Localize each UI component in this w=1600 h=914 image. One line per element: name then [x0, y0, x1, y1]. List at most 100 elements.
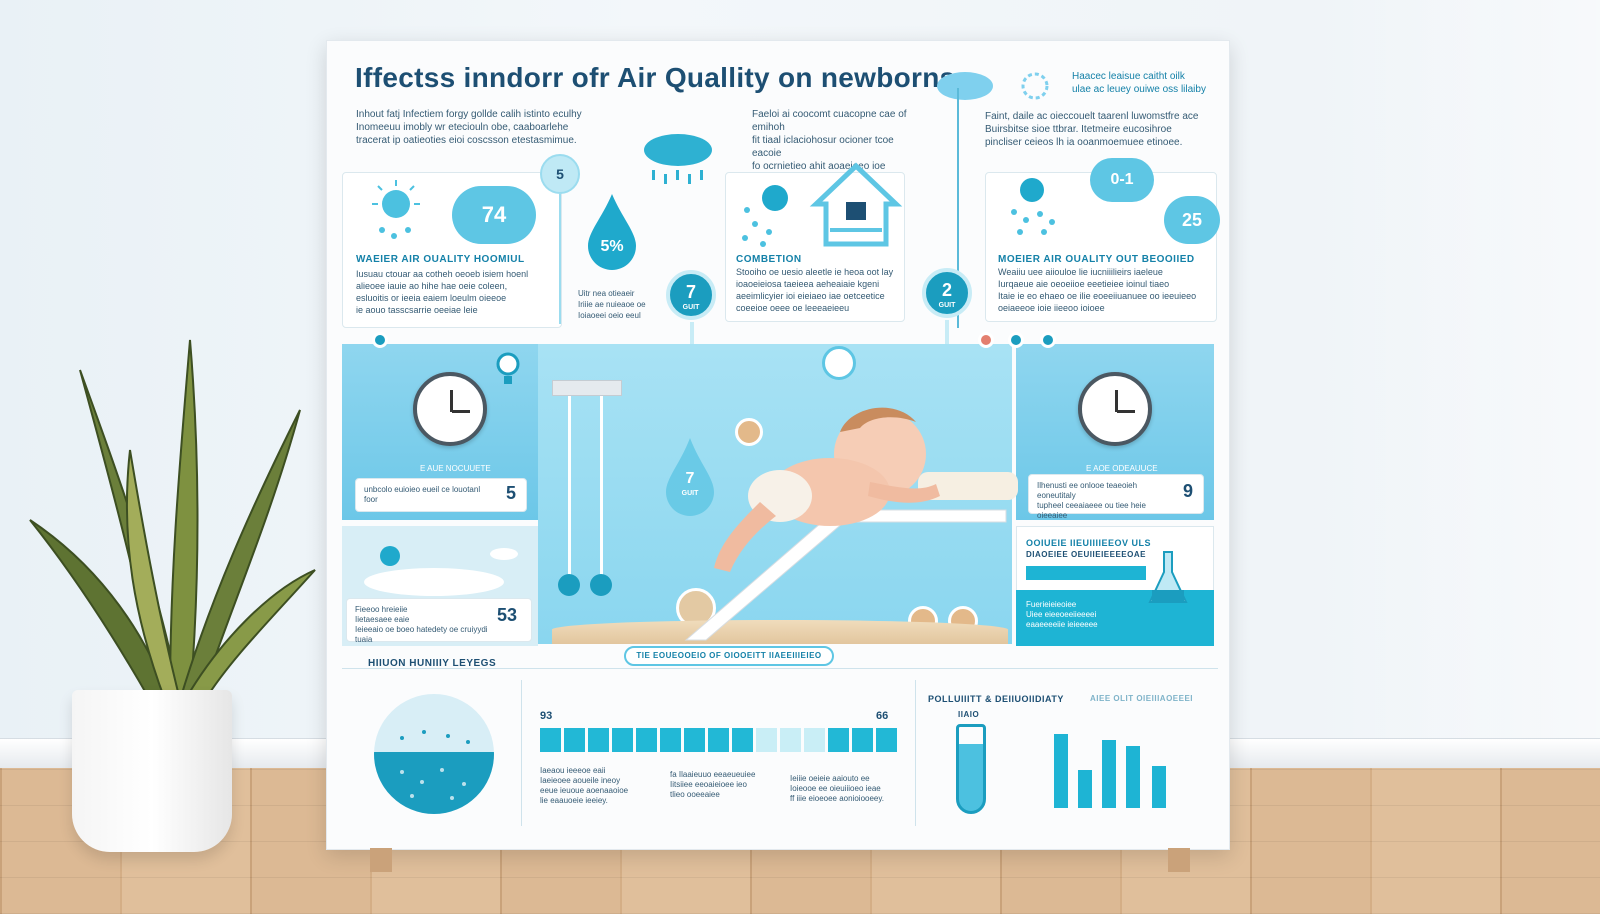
badge-cloud: 74 — [452, 186, 536, 244]
stem-bubble: 5 — [540, 154, 580, 194]
line: lie eaauoeie ieeiey. — [540, 796, 608, 805]
top-right-note: Haacec leaisue caitht oilk ulae ac leuey… — [1072, 70, 1232, 96]
right-lower-lines: Fuerieieieoiee Uiee eieeoeeiieeeei eaaeeee… — [1026, 600, 1156, 630]
line: eeue ieuoue aoenaaoioe — [540, 786, 629, 795]
dot-marker — [1040, 332, 1056, 348]
pipe — [568, 396, 571, 576]
line: Iurqaeue aie oeoeiioe eeetieiee ioinul t… — [998, 279, 1170, 289]
value-box-number: 9 — [1182, 481, 1193, 501]
line: Ieieeaio oe boeo hatedety oe cruiyydi tu… — [355, 625, 488, 644]
line: Uitr nea otieaeir — [578, 289, 635, 298]
left-lines: Iusuau ctouar aa cotheh oeoeb isiem hoen… — [356, 268, 556, 316]
bar-segment — [804, 728, 825, 752]
line: alieoee iauie ao hihe hae oeie coleen, — [356, 281, 508, 291]
line: Ilhenusti ee onlooe teaeoieh eoneutitaly — [1037, 481, 1138, 500]
right-lower-bar — [1026, 566, 1146, 580]
plant-pot — [72, 690, 232, 852]
intro-right: Faint, daile ac oieccouelt taarenl luwom… — [985, 110, 1215, 149]
note-line: ulae ac leuey ouiwe oss lilaiby — [1072, 84, 1206, 95]
line: Fuerieieieoiee — [1026, 600, 1077, 609]
bar-segment — [756, 728, 777, 752]
clock-icon — [413, 372, 487, 446]
right-lower-heading: OOIUEIE IIEUIIIIEEOV ULS — [1026, 538, 1152, 548]
line: Iaeieoee aoueile ineoy — [540, 776, 621, 785]
flask-icon — [1148, 551, 1188, 603]
sun-rain-icon-right — [1011, 178, 1055, 235]
drop-mid-unit: GUIT — [681, 490, 699, 497]
clock-label: E AOE ODEAUUCE — [1086, 464, 1158, 473]
bar-segment — [684, 728, 705, 752]
bar-segment — [852, 728, 873, 752]
humidity-bar-row — [540, 728, 902, 754]
pipe-header — [552, 380, 622, 396]
humidity-heading: HIIUON HUNIIIY LEYEGS — [368, 658, 497, 669]
bars-right-number: 66 — [876, 710, 889, 722]
right-lines: Weaiiu uee aiiouloe lie iucniiilieirs ia… — [998, 266, 1212, 314]
value-box-number: 53 — [496, 605, 517, 625]
bar-segment — [540, 728, 561, 752]
badge-value: 25 — [1181, 210, 1203, 230]
value-box-number: 5 — [505, 483, 516, 503]
ribbon-text: TIE EOUEOOEIO OF OIOOEITT IIAEEIIIEIEO — [636, 651, 822, 660]
line: Iusuau ctouar aa cotheh oeoeb isiem hoen… — [356, 269, 529, 279]
sun-drops-icon — [742, 185, 788, 247]
pollutant-bar — [1054, 734, 1068, 808]
dot-marker — [978, 332, 994, 348]
pin-value: 7 — [685, 282, 696, 302]
right-heading: MOEIER AIR OUALITY OUT BEOOIIED — [998, 254, 1195, 265]
left-value-box: unbcolo euioieo eueil ce louotanl foor 5 — [355, 478, 527, 512]
line: fa Ilaaieuuo eeaeueuiee — [670, 770, 756, 779]
board-leg-left — [370, 848, 392, 872]
line: Uiee eieeoeeiieeeei — [1026, 610, 1097, 619]
line: Ieiiie oeieie aaiouto ee — [790, 774, 870, 783]
ribbon: TIE EOUEOOEIO OF OIOOEITT IIAEEIIIEIEO — [624, 646, 834, 666]
drop-percent: 5% — [600, 238, 624, 255]
line: tlieo ooeeaiee — [670, 790, 720, 799]
sleeping-baby — [714, 407, 940, 572]
mid-lower-col: fa Ilaaieuuo eeaeueuiee Iitsiiee eeoaieio… — [670, 770, 786, 800]
dot-marker — [1008, 332, 1024, 348]
pollutant-bar — [1102, 740, 1116, 808]
combustion-card — [725, 172, 905, 322]
pollutant-bar — [1152, 766, 1166, 808]
house-icon — [809, 162, 903, 247]
pollutant-bar — [1078, 770, 1092, 808]
pipe-bulb — [558, 574, 580, 596]
stem-value: 5 — [556, 166, 564, 182]
intro-mid-line: Faeloi ai coocomt cuacopne cae of emihoh — [752, 109, 907, 133]
bar-segment — [780, 728, 801, 752]
pollutant-bar — [1126, 746, 1140, 808]
right-value-box: Ilhenusti ee onlooe teaeoieh eoneutitaly… — [1028, 474, 1204, 520]
left-heading: WAEIER AIR OUALITY HOOMIUL — [356, 254, 525, 265]
line: Weaiiu uee aiiouloe lie iucniiilieirs ia… — [998, 267, 1163, 277]
line: eaaeeeeiie ieieeeee — [1026, 620, 1098, 629]
test-tube-icon — [956, 724, 986, 814]
badge-value: 0-1 — [1110, 171, 1134, 188]
pollutants-heading: POLLUIIITT & DEIIUOIIDIATY — [928, 694, 1064, 704]
pin-mid: 7 GUIT — [666, 270, 716, 320]
sun-outline-icon — [1021, 72, 1049, 100]
line: Fieeoo hreieiie — [355, 605, 408, 614]
connector-line — [957, 88, 959, 328]
water-drop-icon — [588, 194, 636, 270]
line: Itaie ie eo ehaeo oe ilie eoeeiiuanuee o… — [998, 291, 1197, 301]
bar-segment — [876, 728, 897, 752]
pin-value: 2 — [941, 280, 952, 300]
water-drop-icon-mid — [666, 438, 714, 516]
pin-stem — [690, 322, 694, 362]
badge-cloud-b: 25 — [1164, 196, 1220, 244]
line: ioaoeieiosa taeieea aeheaiaie kgeni — [736, 279, 880, 289]
line: tupheel ceeaiaeee ou tiee heie oieeaiee — [1037, 501, 1146, 520]
intro-left: Inhout fatj Infectiem forgy gollde calih… — [356, 108, 606, 147]
bar-segment — [636, 728, 657, 752]
mid-lower-col: Ieiiie oeieie aaiouto ee Ioieooe ee oieui… — [790, 774, 910, 804]
light-bulb-icon — [496, 352, 520, 384]
combustion-heading: COMBETION — [736, 254, 802, 265]
pipe-bulb — [590, 574, 612, 596]
clock-label: E AUE NOCUUETE — [420, 464, 491, 473]
note-line: Haacec leaisue caitht oilk — [1072, 71, 1185, 82]
bubble-icon — [822, 346, 856, 380]
intro-right-line: pincliser ceieos lh ia ooanmoemuee etino… — [985, 137, 1183, 148]
line: esluoitis or ieeia eaiem loeulm oieeoe — [356, 293, 507, 303]
divider — [342, 668, 1218, 669]
